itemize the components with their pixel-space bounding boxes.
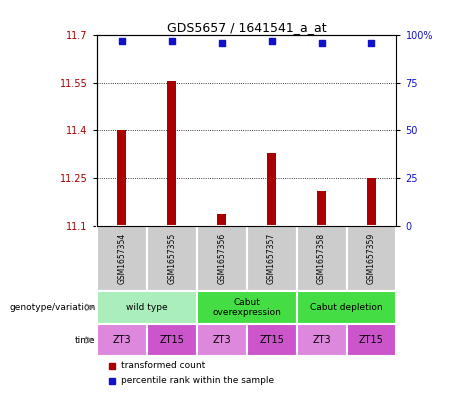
Text: percentile rank within the sample: percentile rank within the sample xyxy=(121,376,274,386)
Point xyxy=(218,40,225,46)
Text: time: time xyxy=(75,336,96,345)
Text: GSM1657355: GSM1657355 xyxy=(167,233,176,284)
Text: wild type: wild type xyxy=(126,303,167,312)
Bar xyxy=(296,324,347,356)
Point xyxy=(318,40,325,46)
Text: ZT3: ZT3 xyxy=(112,335,131,345)
Bar xyxy=(347,226,396,291)
Text: genotype/variation: genotype/variation xyxy=(10,303,96,312)
Text: GSM1657358: GSM1657358 xyxy=(317,233,326,284)
Title: GDS5657 / 1641541_a_at: GDS5657 / 1641541_a_at xyxy=(167,21,326,34)
Bar xyxy=(97,291,197,324)
Bar xyxy=(117,130,126,226)
Text: Cabut
overexpression: Cabut overexpression xyxy=(212,298,281,317)
Bar xyxy=(267,152,276,226)
Text: ZT3: ZT3 xyxy=(213,335,231,345)
Point xyxy=(118,38,125,44)
Bar xyxy=(347,324,396,356)
Bar xyxy=(197,291,296,324)
Text: transformed count: transformed count xyxy=(121,361,205,370)
Bar xyxy=(296,226,347,291)
Bar xyxy=(247,226,296,291)
Text: GSM1657354: GSM1657354 xyxy=(117,233,126,284)
Text: ZT15: ZT15 xyxy=(359,335,384,345)
Text: Cabut depletion: Cabut depletion xyxy=(310,303,383,312)
Point xyxy=(168,38,175,44)
Text: ZT15: ZT15 xyxy=(160,335,184,345)
Point xyxy=(368,40,375,46)
Bar xyxy=(317,191,326,226)
Bar xyxy=(147,324,197,356)
Text: ZT3: ZT3 xyxy=(312,335,331,345)
Bar xyxy=(247,324,296,356)
Bar xyxy=(147,226,197,291)
Point xyxy=(268,38,275,44)
Bar xyxy=(97,226,147,291)
Bar xyxy=(296,291,396,324)
Bar xyxy=(197,324,247,356)
Text: GSM1657357: GSM1657357 xyxy=(267,233,276,284)
Bar xyxy=(217,215,226,226)
Bar xyxy=(367,178,376,226)
Bar xyxy=(197,226,247,291)
Bar xyxy=(167,81,176,226)
Bar xyxy=(97,324,147,356)
Text: ZT15: ZT15 xyxy=(259,335,284,345)
Text: GSM1657356: GSM1657356 xyxy=(217,233,226,284)
Text: GSM1657359: GSM1657359 xyxy=(367,233,376,284)
